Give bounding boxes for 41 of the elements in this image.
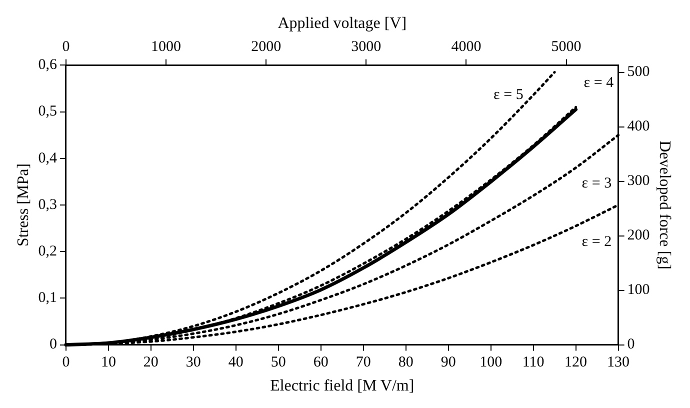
y2-tick-label: 200	[627, 228, 650, 244]
y-tick-label: 0,5	[38, 104, 57, 120]
x-tick-label: 120	[564, 354, 588, 371]
x-tick-label: 70	[356, 354, 371, 371]
x-tick-label: 90	[440, 354, 456, 371]
y2-axis-title: Developed force [g]	[656, 140, 674, 270]
y2-tick-label: 400	[627, 118, 650, 135]
y-axis-title: Stress [MPa]	[14, 163, 32, 247]
y-tick-label: 0	[49, 336, 57, 353]
series-label: ε = 3	[582, 176, 612, 192]
x2-tick-label: 2000	[251, 39, 282, 56]
y2-tick-label: 500	[627, 64, 650, 80]
y2-tick-label: 0	[627, 336, 635, 353]
x2-tick-label: 0	[62, 39, 70, 56]
x-tick-label: 110	[522, 354, 544, 371]
x-tick-label: 60	[313, 354, 328, 371]
x-tick-label: 10	[100, 354, 116, 371]
x2-axis-title: Applied voltage [V]	[278, 14, 407, 32]
x-tick-label: 50	[270, 354, 286, 371]
x2-tick-label: 4000	[451, 39, 482, 56]
x2-tick-label: 1000	[151, 39, 182, 56]
x-tick-label: 0	[62, 354, 70, 371]
y-tick-label: 0,6	[38, 57, 58, 74]
series-label: ε = 4	[584, 75, 614, 92]
y2-tick-label: 300	[627, 173, 650, 190]
y-tick-label: 0,4	[38, 150, 58, 166]
y-tick-label: 0,3	[38, 196, 57, 213]
x-axis-title: Electric field [M V/m]	[270, 378, 414, 395]
y-tick-label: 0,1	[38, 290, 57, 306]
y-tick-label: 0,2	[38, 244, 57, 260]
x-tick-label: 130	[607, 354, 630, 371]
x2-tick-label: 3000	[351, 39, 382, 56]
x-tick-label: 100	[480, 354, 502, 371]
series-label: ε = 2	[582, 234, 612, 250]
x2-tick-label: 5000	[551, 39, 582, 56]
x-tick-label: 30	[186, 354, 201, 371]
x-tick-label: 20	[143, 354, 158, 371]
x-tick-label: 80	[398, 354, 414, 371]
x-tick-label: 40	[228, 354, 244, 371]
y2-tick-label: 100	[627, 282, 650, 298]
series-label: ε = 5	[494, 86, 524, 103]
